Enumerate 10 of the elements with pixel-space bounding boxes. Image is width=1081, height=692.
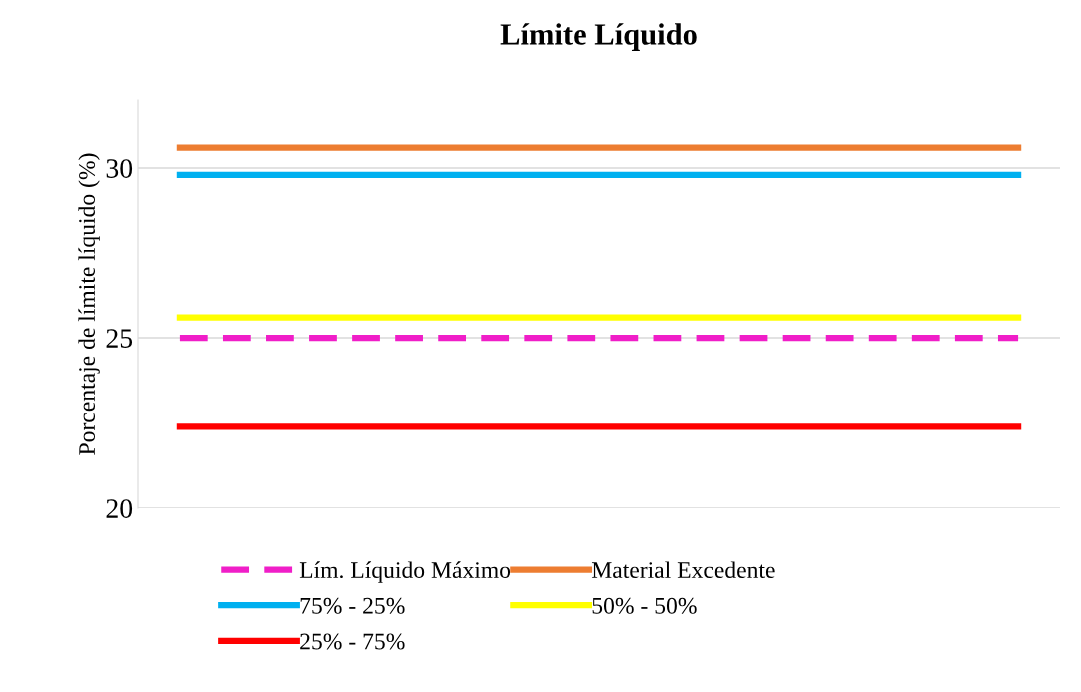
legend-label: 25% - 75% <box>300 633 405 650</box>
y-tick-label: 20 <box>106 499 133 518</box>
y-axis-title: Porcentaje de límite líquido (%) <box>78 153 100 455</box>
legend-label: 75% - 25% <box>300 597 405 614</box>
y-tick-label: 30 <box>106 159 133 178</box>
legend-label: 50% - 50% <box>592 597 697 614</box>
chart-title: Límite Líquido <box>500 23 697 51</box>
legend-label: Lím. Líquido Máximo <box>299 561 511 583</box>
y-tick-label: 25 <box>106 329 133 348</box>
legend-label: Material Excedente <box>591 561 775 579</box>
